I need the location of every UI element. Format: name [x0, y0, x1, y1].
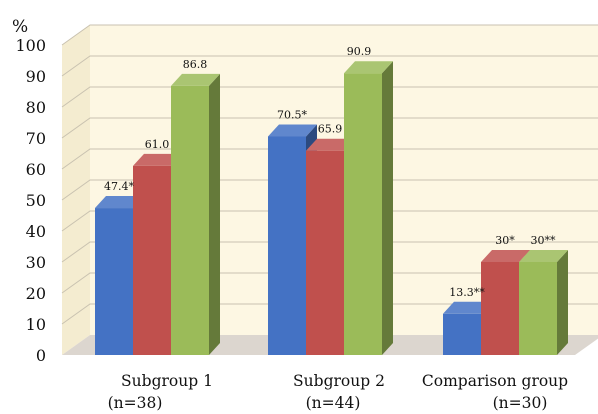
y-tick-label: 40 [26, 222, 46, 241]
bar-top [268, 124, 317, 137]
data-label: 86.8 [183, 58, 208, 71]
bar [519, 262, 557, 355]
y-tick-label: 0 [36, 346, 46, 365]
y-tick-label: 90 [26, 67, 46, 86]
x-tick-label: Comparison group [422, 372, 568, 390]
bar [443, 313, 481, 355]
data-label: 13.3** [449, 286, 485, 299]
y-tick-label: 80 [26, 98, 46, 117]
bar-top [133, 153, 182, 166]
y-axis-title: % [12, 17, 28, 37]
bar-top [443, 301, 492, 314]
x-tick-label: Subgroup 2 [293, 372, 385, 390]
gridline [61, 148, 598, 170]
bar [344, 73, 382, 356]
bar-side [382, 61, 393, 356]
gridline [61, 117, 598, 139]
data-label: 61.0 [145, 138, 170, 151]
data-label: 30* [495, 234, 515, 247]
gridline [61, 179, 598, 201]
x-tick-sublabel: (n=30) [493, 394, 548, 412]
gridline [61, 24, 598, 46]
bar [95, 208, 133, 355]
data-label: 70.5* [277, 108, 307, 121]
gridline [61, 210, 598, 232]
y-tick-label: 60 [26, 160, 46, 179]
y-tick-label: 20 [26, 284, 46, 303]
x-tick-sublabel: (n=44) [306, 394, 361, 412]
bar [133, 165, 171, 355]
gridline [61, 303, 598, 325]
data-label: 65.9 [318, 123, 343, 136]
gridline [61, 55, 598, 77]
gridline [61, 272, 598, 294]
bar [268, 136, 306, 355]
bar [171, 85, 209, 356]
bar-side [557, 250, 568, 355]
gridline [61, 86, 598, 108]
y-tick-label: 100 [15, 36, 46, 55]
y-tick-label: 70 [26, 129, 46, 148]
y-tick-label: 10 [26, 315, 46, 334]
bar-top [171, 73, 220, 86]
x-tick-sublabel: (n=38) [108, 394, 163, 412]
y-tick-label: 50 [26, 191, 46, 210]
bar [481, 262, 519, 355]
bar [306, 150, 344, 355]
y-tick-label: 30 [26, 253, 46, 272]
data-label: 90.9 [347, 45, 372, 58]
bar-side [209, 73, 220, 356]
bar-top [481, 250, 530, 262]
data-label: 30** [531, 234, 556, 247]
data-label: 47.4* [104, 180, 134, 193]
bar-top [519, 250, 568, 262]
gridline [61, 241, 598, 263]
x-tick-label: Subgroup 1 [121, 372, 213, 390]
bar-top [306, 138, 355, 151]
bar-top [344, 61, 393, 74]
bar-top [95, 196, 144, 209]
